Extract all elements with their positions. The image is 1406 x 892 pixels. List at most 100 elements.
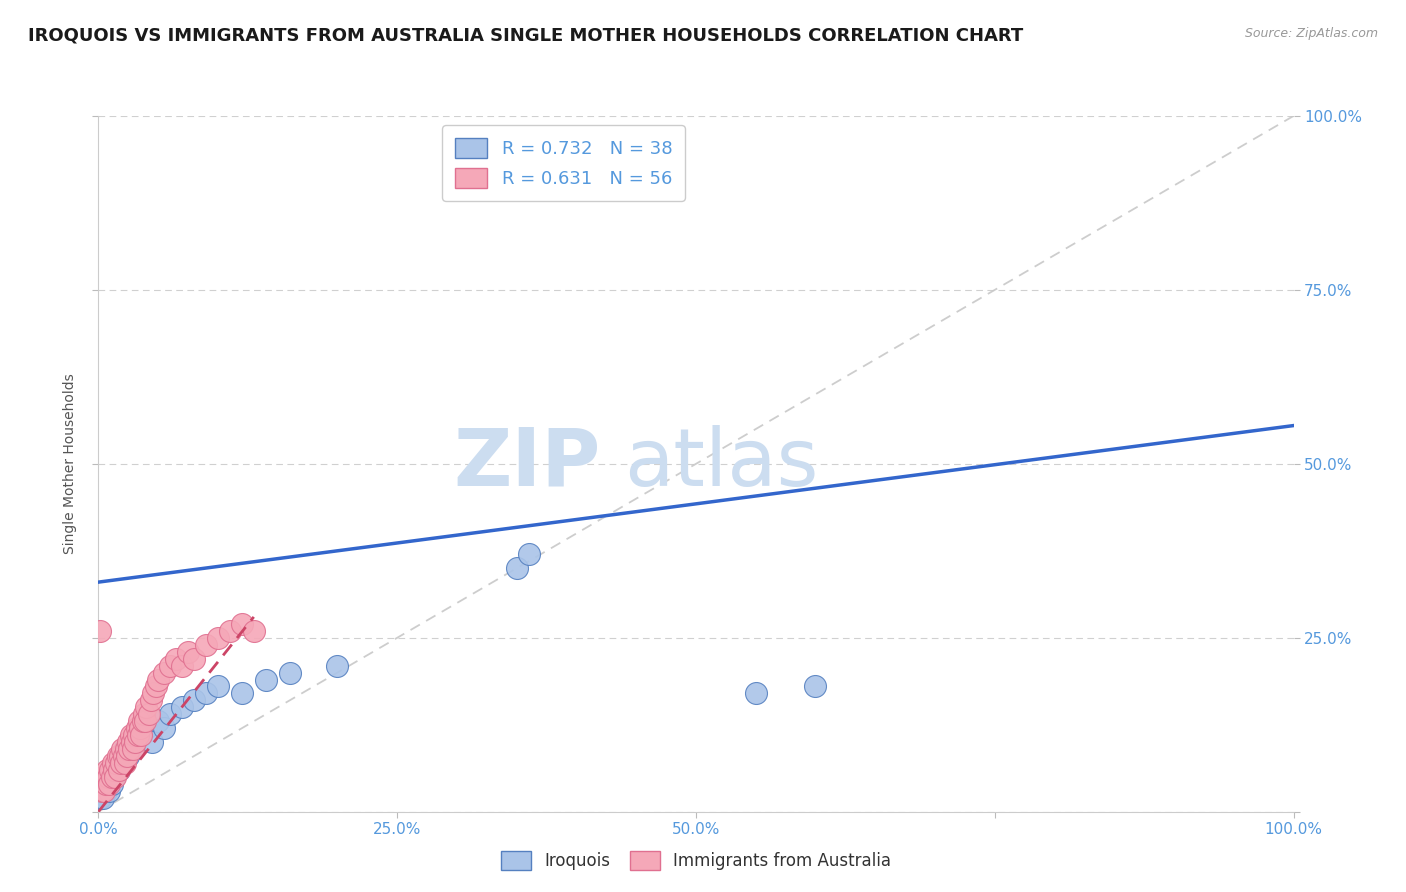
Point [107,763,129,777]
Point [110,756,132,770]
Point [207,631,229,645]
Text: atlas: atlas [624,425,818,503]
Point [745,686,768,700]
Point [145,680,167,694]
Point [243,624,266,638]
Point [115,742,138,756]
Point [122,742,145,756]
Point [94,784,117,798]
Point [128,714,150,729]
Point [108,749,131,764]
Point [108,749,131,764]
Point [89,624,111,638]
Point [153,721,176,735]
Point [177,645,200,659]
Point [124,728,146,742]
Point [172,658,194,673]
Point [91,784,114,798]
Point [153,665,176,680]
Point [141,735,163,749]
Point [194,686,218,700]
Point [98,784,121,798]
Point [111,756,134,770]
Point [131,728,153,742]
Point [103,770,125,784]
Point [148,673,170,687]
Point [159,658,181,673]
Point [91,784,114,798]
Point [103,763,125,777]
Point [97,777,120,791]
Point [183,651,205,665]
Point [517,547,540,561]
Point [100,770,122,784]
Point [96,763,118,777]
Legend: Iroquois, Immigrants from Australia: Iroquois, Immigrants from Australia [491,840,901,880]
Point [129,728,152,742]
Text: ZIP: ZIP [453,425,600,503]
Point [278,665,301,680]
Point [100,777,122,791]
Point [107,763,129,777]
Point [101,756,124,770]
Point [231,616,253,631]
Point [135,700,157,714]
Point [98,770,122,784]
Point [114,742,136,756]
Point [129,721,152,735]
Point [165,651,187,665]
Point [90,777,112,791]
Point [101,763,124,777]
Point [124,742,146,756]
Point [120,728,142,742]
Point [132,707,155,722]
Point [138,707,160,722]
Point [117,749,139,764]
Point [111,742,134,756]
Point [134,714,156,729]
Point [142,686,165,700]
Point [139,693,162,707]
Point [96,770,118,784]
Point [91,790,114,805]
Point [194,638,218,652]
Point [219,624,242,638]
Point [326,658,349,673]
Point [115,749,138,764]
Point [135,721,157,735]
Point [254,673,277,687]
Point [104,770,127,784]
Point [127,728,149,742]
Point [125,721,148,735]
Point [207,680,229,694]
Point [231,686,253,700]
Text: Source: ZipAtlas.com: Source: ZipAtlas.com [1244,27,1378,40]
Point [117,735,139,749]
Point [804,680,827,694]
Point [159,707,181,722]
Point [114,756,136,770]
Point [107,749,129,764]
Point [121,735,143,749]
Point [112,749,135,764]
Point [93,777,115,791]
Point [97,770,120,784]
Point [98,763,122,777]
Point [89,790,111,805]
Text: IROQUOIS VS IMMIGRANTS FROM AUSTRALIA SINGLE MOTHER HOUSEHOLDS CORRELATION CHART: IROQUOIS VS IMMIGRANTS FROM AUSTRALIA SI… [28,27,1024,45]
Point [124,735,146,749]
Y-axis label: Single Mother Households: Single Mother Households [63,374,77,554]
Point [148,714,170,729]
Point [105,756,128,770]
Point [105,756,128,770]
Point [131,714,153,729]
Point [183,693,205,707]
Point [121,735,143,749]
Point [93,784,115,798]
Point [91,770,114,784]
Point [118,742,141,756]
Point [172,700,194,714]
Point [98,777,121,791]
Point [506,561,529,575]
Point [94,777,117,791]
